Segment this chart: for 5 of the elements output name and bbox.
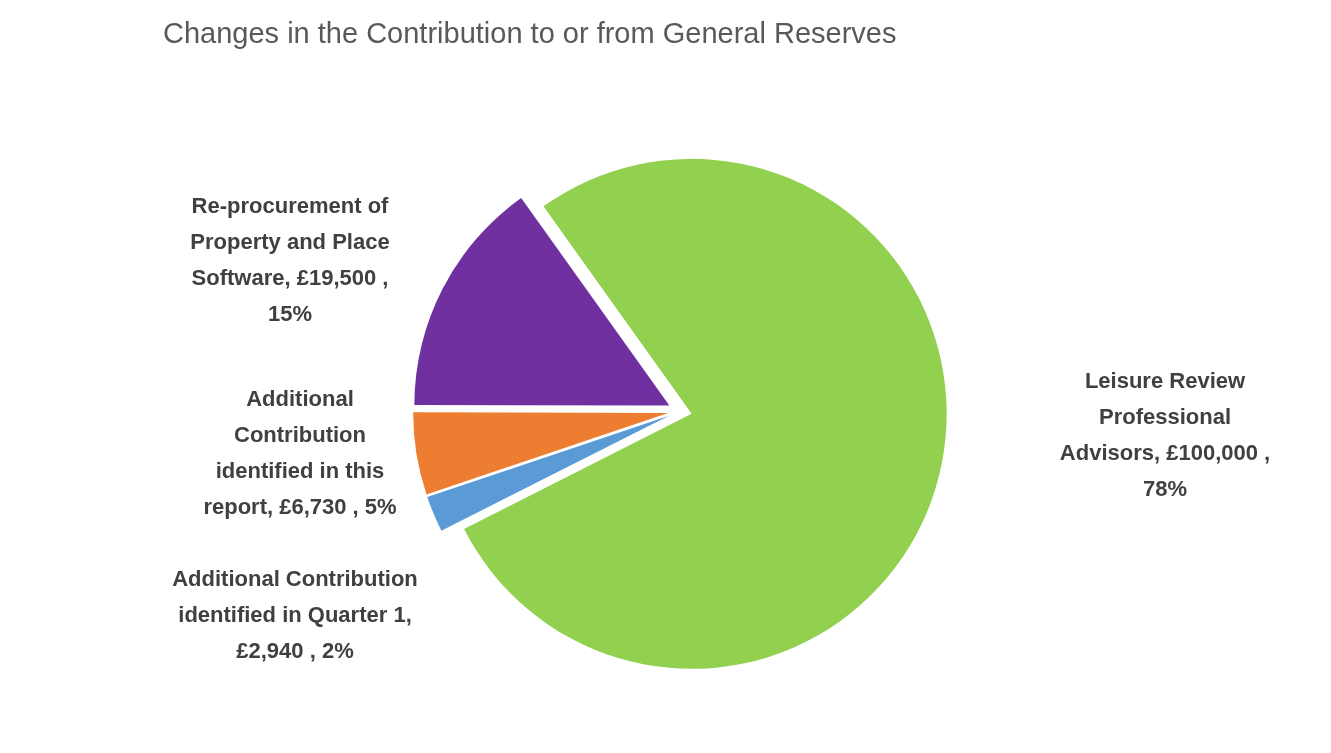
chart-title: Changes in the Contribution to or from General Reserves	[163, 17, 897, 49]
slice-label: Re-procurement of Property and Place Software, £19,500 , 15%	[190, 193, 390, 326]
slice-label: Leisure Review Professional Advisors, £100,000 , 78%	[1059, 368, 1271, 501]
slice-label: Additional Contribution identified in Quarter 1, £2,940 , 2%	[172, 566, 418, 663]
slice-label: Additional Contribution identified in this report, £6,730 , 5%	[203, 386, 397, 519]
